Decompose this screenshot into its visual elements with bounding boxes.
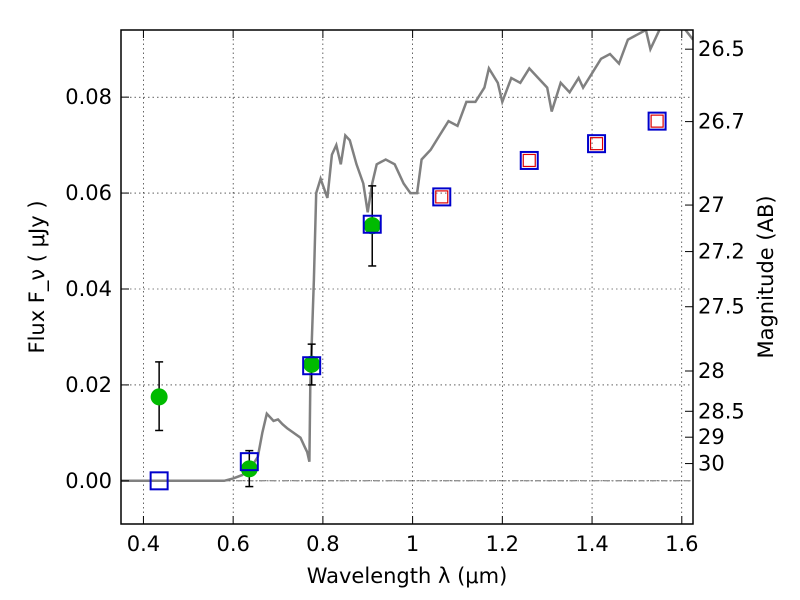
- y-tick-label: 0.02: [65, 373, 112, 397]
- observed-point: [303, 355, 321, 373]
- x-tick-label: 1.6: [665, 532, 698, 556]
- y2-axis-label: Magnitude (AB): [754, 195, 778, 358]
- observed-point: [150, 388, 168, 406]
- spectrum-line: [121, 30, 693, 483]
- data-markers: [149, 111, 667, 491]
- model-square-marker: [587, 134, 607, 154]
- y-axis-label: Flux F_ν ( μJy ): [25, 200, 50, 353]
- model-square-marker: [239, 452, 259, 472]
- x-axis-label: Wavelength λ (μm): [307, 564, 508, 588]
- model-square-marker: [432, 187, 452, 207]
- observed-point: [363, 217, 381, 235]
- y2-tick-label: 28: [698, 359, 725, 383]
- y-tick-label: 0.04: [65, 277, 112, 301]
- plot-frame: [120, 29, 694, 525]
- y2-tick-label: 26.5: [698, 37, 745, 61]
- axis-ticks: [121, 30, 693, 524]
- x-tick-label: 1.2: [486, 532, 519, 556]
- y2-tick-label: 26.7: [698, 110, 745, 134]
- x-tick-label: 0.8: [306, 532, 339, 556]
- error-bars: [155, 185, 377, 488]
- y2-tick-label: 27.5: [698, 295, 745, 319]
- model-square-marker: [302, 356, 322, 376]
- x-tick-label: 0.6: [216, 532, 249, 556]
- y-tick-label: 0.06: [65, 181, 112, 205]
- model-square-marker: [362, 214, 382, 234]
- inner-square-marker: [522, 153, 536, 168]
- y2-tick-labels: 26.5 26.7 27 27.2 27.5 28 28.529 30: [698, 37, 745, 475]
- y2-tick-label: 29: [698, 425, 725, 449]
- inner-square-marker: [589, 137, 604, 151]
- y-tick-label: 0.00: [65, 469, 112, 493]
- observed-point: [240, 460, 258, 478]
- model-square-marker: [647, 111, 667, 131]
- y-tick-label: 0.08: [65, 85, 112, 109]
- x-tick-label: 1: [406, 532, 419, 556]
- y2-tick-label: 30: [698, 452, 725, 476]
- y2-tick-label: 27: [698, 193, 725, 217]
- x-tick-labels: 0.4 0.6 0.8 1 1.2 1.4 1.6: [127, 532, 699, 556]
- x-tick-label: 1.4: [575, 532, 608, 556]
- inner-square-marker: [650, 114, 664, 128]
- x-tick-label: 0.4: [127, 532, 160, 556]
- y2-tick-label: 28.5: [698, 399, 745, 423]
- grid-lines: [121, 30, 693, 524]
- model-spectrum: [121, 30, 693, 483]
- model-square-marker: [149, 471, 169, 491]
- model-square-marker: [519, 150, 539, 170]
- y2-tick-label: 27.2: [698, 240, 745, 264]
- inner-square-marker: [435, 190, 449, 204]
- y-tick-labels: 0.00 0.02 0.04 0.06 0.08: [65, 85, 112, 493]
